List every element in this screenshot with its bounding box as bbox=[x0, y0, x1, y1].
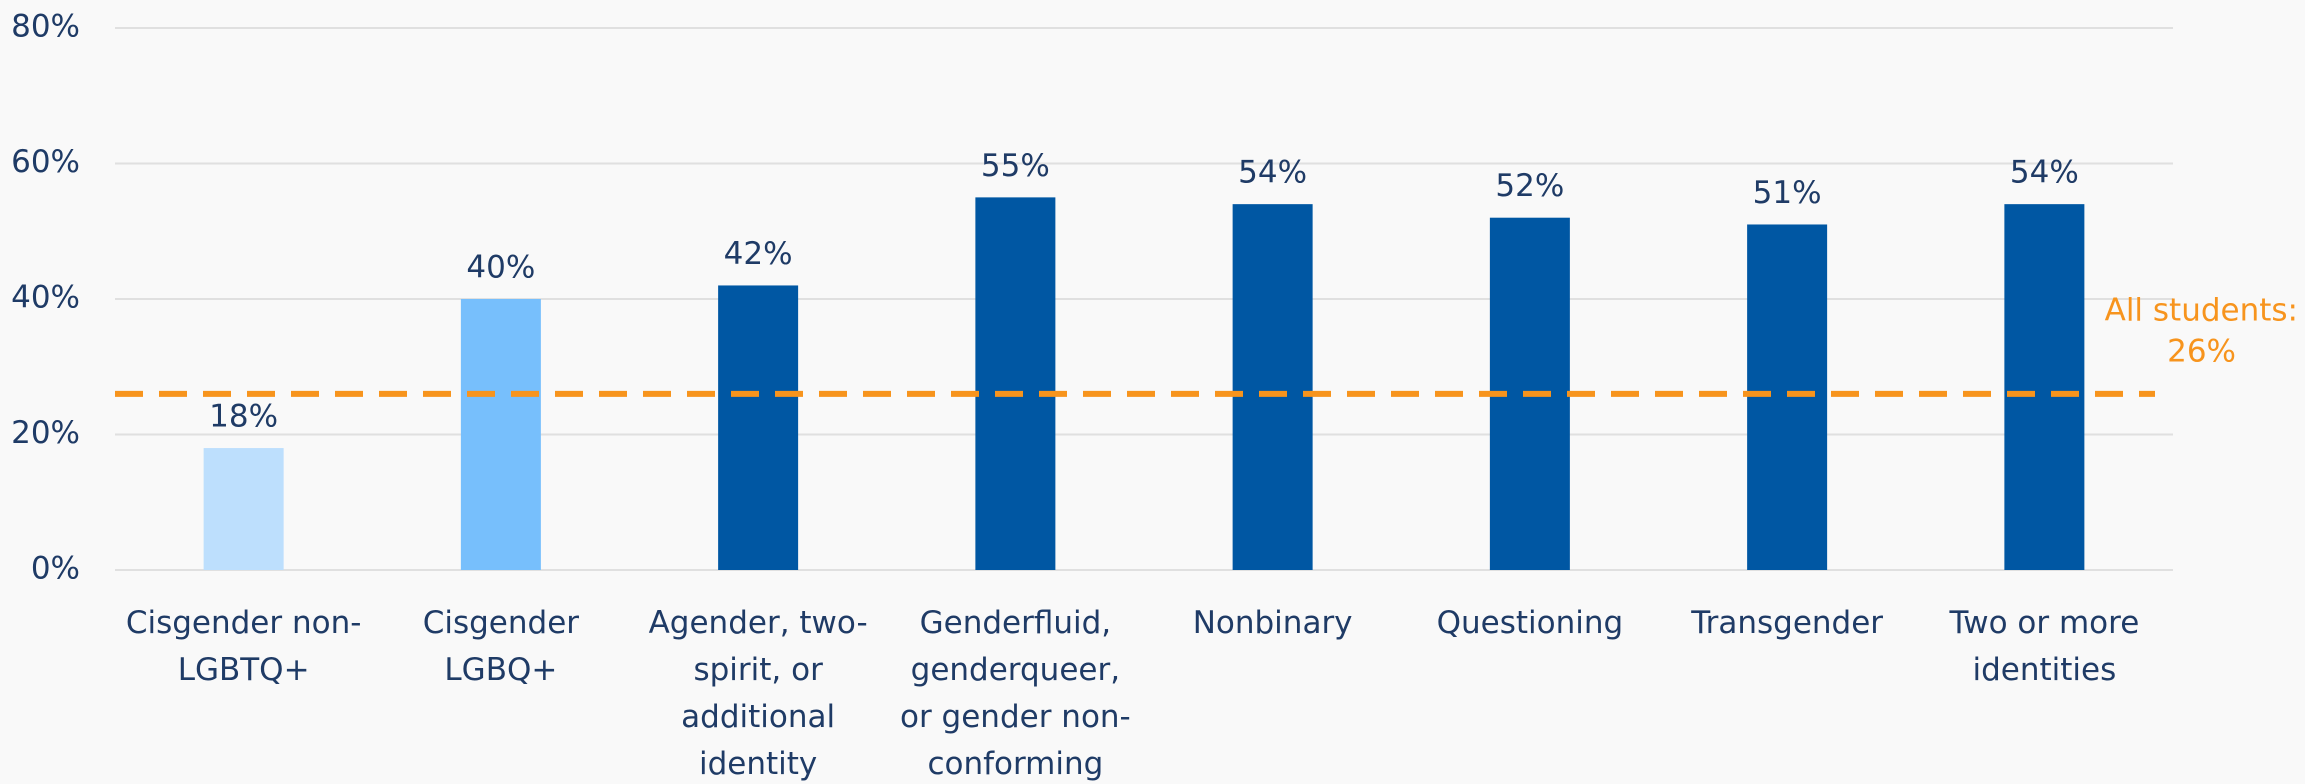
x-tick-label: Questioning bbox=[1437, 605, 1624, 641]
bar bbox=[1232, 204, 1313, 570]
value-label: 42% bbox=[724, 236, 793, 272]
bar bbox=[2004, 204, 2085, 570]
reference-label: All students: bbox=[2105, 293, 2298, 329]
value-label: 54% bbox=[1238, 155, 1307, 191]
value-label: 40% bbox=[466, 250, 535, 286]
bar bbox=[1747, 224, 1828, 570]
x-tick-label: Nonbinary bbox=[1193, 605, 1353, 641]
x-tick-label: Two or more identities bbox=[1948, 605, 2139, 688]
y-tick-label: 40% bbox=[11, 280, 80, 316]
y-tick-label: 80% bbox=[11, 9, 80, 45]
x-tick-label: Agender, two-spirit, or additional identit… bbox=[649, 605, 868, 782]
bar bbox=[718, 285, 799, 570]
x-tick-label: Cisgender LGBQ+ bbox=[423, 605, 580, 688]
value-label: 18% bbox=[209, 399, 278, 435]
y-tick-label: 0% bbox=[31, 551, 80, 587]
bar bbox=[975, 197, 1056, 570]
reference-value-label: 26% bbox=[2167, 334, 2236, 370]
x-tick-label: Cisgender non-LGBTQ+ bbox=[126, 605, 362, 688]
x-tick-label: Genderfluid, genderqueer, or gender non-co… bbox=[900, 605, 1131, 782]
bar bbox=[460, 299, 541, 570]
bar bbox=[203, 448, 284, 570]
value-label: 52% bbox=[1495, 168, 1564, 204]
value-label: 51% bbox=[1753, 175, 1822, 211]
x-tick-label: Transgender bbox=[1690, 605, 1883, 641]
value-label: 54% bbox=[2010, 155, 2079, 191]
y-tick-label: 20% bbox=[11, 415, 80, 451]
y-tick-label: 60% bbox=[11, 144, 80, 180]
value-label: 55% bbox=[981, 148, 1050, 184]
